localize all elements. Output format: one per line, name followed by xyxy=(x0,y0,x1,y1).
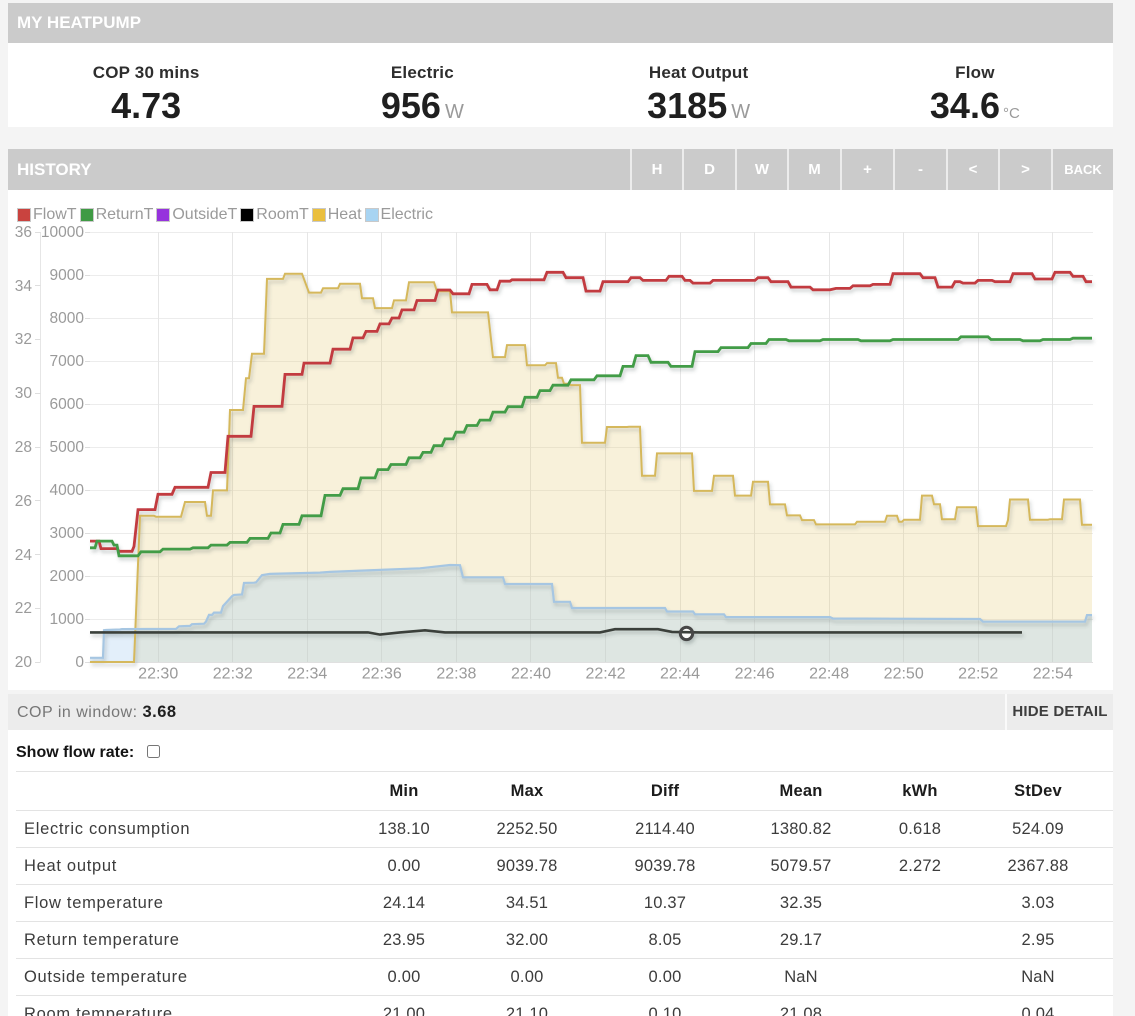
svg-text:22:48: 22:48 xyxy=(809,666,849,683)
svg-text:26: 26 xyxy=(15,493,32,510)
svg-text:8000: 8000 xyxy=(50,310,85,327)
svg-text:22:30: 22:30 xyxy=(138,666,178,683)
svg-text:0: 0 xyxy=(75,654,84,671)
svg-text:1000: 1000 xyxy=(50,611,85,628)
svg-text:30: 30 xyxy=(15,385,33,402)
svg-text:22:54: 22:54 xyxy=(1033,666,1073,683)
svg-text:20: 20 xyxy=(15,654,33,671)
svg-text:3000: 3000 xyxy=(50,525,85,542)
svg-text:34: 34 xyxy=(15,278,33,295)
svg-text:22: 22 xyxy=(15,600,32,617)
svg-text:24: 24 xyxy=(15,547,33,564)
svg-text:22:44: 22:44 xyxy=(660,666,700,683)
svg-text:28: 28 xyxy=(15,439,32,456)
svg-text:22:46: 22:46 xyxy=(735,666,775,683)
svg-text:5000: 5000 xyxy=(50,439,85,456)
svg-text:22:52: 22:52 xyxy=(958,666,998,683)
svg-text:32: 32 xyxy=(15,331,32,348)
svg-text:7000: 7000 xyxy=(50,353,85,370)
svg-text:22:34: 22:34 xyxy=(287,666,327,683)
svg-text:22:36: 22:36 xyxy=(362,666,402,683)
svg-text:22:42: 22:42 xyxy=(585,666,625,683)
svg-text:22:50: 22:50 xyxy=(884,666,924,683)
svg-text:6000: 6000 xyxy=(50,396,85,413)
svg-text:2000: 2000 xyxy=(50,568,85,585)
svg-text:10000: 10000 xyxy=(41,224,84,241)
svg-text:22:38: 22:38 xyxy=(436,666,476,683)
svg-text:4000: 4000 xyxy=(50,482,85,499)
svg-text:22:32: 22:32 xyxy=(213,666,253,683)
svg-text:9000: 9000 xyxy=(50,267,85,284)
svg-text:22:40: 22:40 xyxy=(511,666,551,683)
svg-text:36: 36 xyxy=(15,224,32,241)
